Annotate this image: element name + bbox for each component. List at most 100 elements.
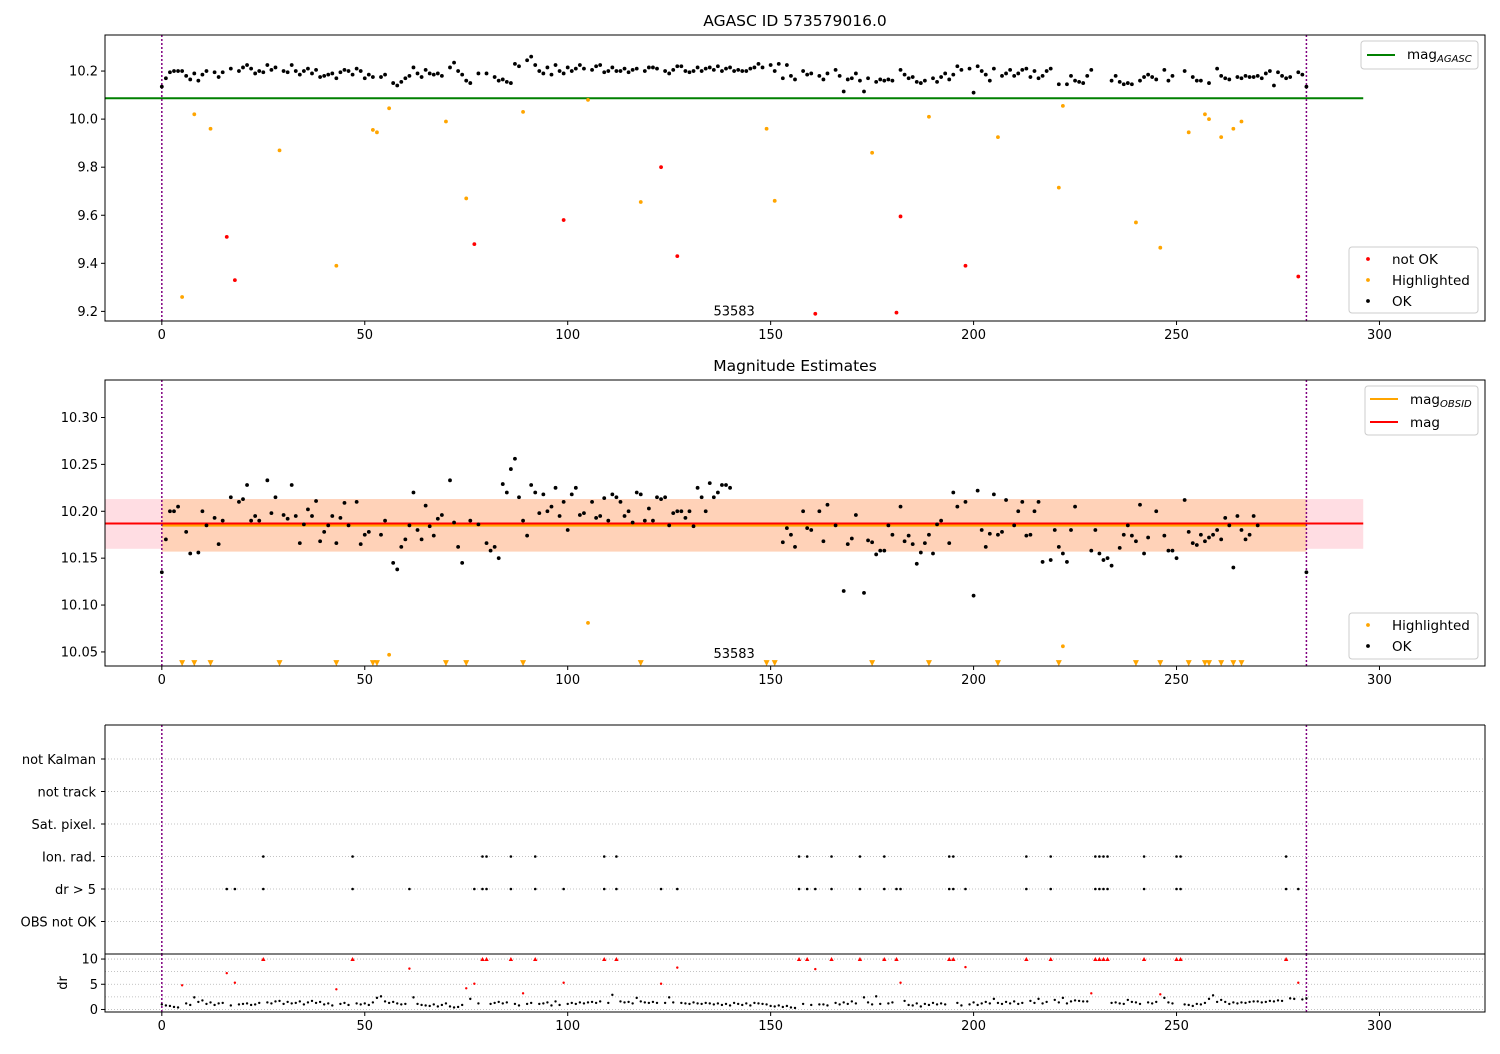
ok-point <box>216 542 221 546</box>
ok-point <box>833 523 838 528</box>
dr-ok-point <box>440 1003 444 1007</box>
dr-ok-point <box>517 1004 521 1007</box>
ok-point <box>1073 504 1077 509</box>
dr-ok-point <box>594 1001 598 1005</box>
ok-point <box>407 73 412 78</box>
ok-point <box>634 66 639 71</box>
ok-point <box>1077 79 1082 84</box>
ok-point <box>484 541 489 546</box>
ok-point <box>789 73 793 78</box>
dr-ok-point <box>838 1003 841 1006</box>
ok-point <box>720 69 724 73</box>
ok-point <box>513 61 517 66</box>
ok-point <box>784 526 789 531</box>
ok-point <box>772 69 777 73</box>
ok-point <box>545 509 550 514</box>
ok-point <box>395 567 400 572</box>
highlighted-point <box>764 126 769 131</box>
dr-ok-point <box>736 1002 740 1006</box>
flag-point <box>615 855 618 858</box>
flag-category-label: Sat. pixel. <box>32 818 96 833</box>
x-tick-label: 250 <box>1164 1019 1189 1034</box>
dr-ok-point <box>939 1002 943 1005</box>
dr-ok-point <box>249 1003 253 1007</box>
ok-point <box>180 69 185 73</box>
dr-ok-point <box>753 1001 756 1005</box>
clipped-point-marker <box>869 660 876 667</box>
dr-ok-point <box>663 1001 667 1005</box>
not-ok-point <box>561 218 566 222</box>
dr-ok-point <box>700 1002 703 1006</box>
dr-ok-point <box>716 1002 720 1005</box>
highlighted-point <box>638 200 643 204</box>
ok-point <box>715 490 720 495</box>
flag-point <box>261 855 265 858</box>
ok-point <box>513 456 517 461</box>
highlighted-point <box>870 150 875 155</box>
ok-point <box>1182 69 1187 73</box>
clipped-point-marker <box>1132 660 1139 667</box>
ok-point <box>1069 73 1073 78</box>
ok-point <box>508 81 513 85</box>
ok-point <box>793 77 797 82</box>
dr-ok-point <box>538 1002 541 1006</box>
ok-point <box>849 536 854 541</box>
dr-ok-point <box>359 1003 362 1006</box>
ok-point <box>809 528 814 532</box>
flag-point <box>1284 855 1288 858</box>
ok-point <box>537 511 542 516</box>
ok-point <box>878 77 883 82</box>
ok-point <box>991 492 996 497</box>
dr-ok-point <box>172 1005 176 1009</box>
not-ok-point <box>963 263 968 268</box>
dr-not-ok-point <box>1297 981 1300 984</box>
dr-not-ok-point <box>562 981 565 984</box>
dr-ok-point <box>278 999 281 1003</box>
x-tick-label: 150 <box>758 328 783 343</box>
ok-point <box>1129 533 1134 538</box>
flag-point <box>261 887 265 891</box>
flag-point <box>951 855 955 858</box>
clipped-point-marker <box>637 660 644 667</box>
dr-ok-point <box>355 1002 358 1005</box>
ok-point <box>687 70 692 75</box>
ok-point <box>983 545 988 549</box>
dr-ok-point <box>1122 1002 1125 1006</box>
chart-title-mid: Magnitude Estimates <box>713 357 877 375</box>
dr-ok-point <box>546 1001 549 1004</box>
ok-point <box>448 478 452 483</box>
ok-point <box>192 71 197 76</box>
ok-point <box>1032 69 1037 73</box>
flag-point <box>225 887 229 891</box>
legend-label: Highlighted <box>1392 273 1470 289</box>
ok-point <box>931 551 935 556</box>
x-tick-label: 250 <box>1164 328 1189 343</box>
flag-point <box>1175 887 1178 891</box>
dr-not-ok-point <box>473 982 476 985</box>
ok-point <box>1125 81 1130 85</box>
legend-box-lower <box>1348 612 1479 660</box>
ok-point <box>979 69 984 73</box>
dr-ok-point <box>221 1001 224 1005</box>
ok-point <box>663 69 668 73</box>
ok-point <box>220 518 225 523</box>
ok-point <box>801 69 806 73</box>
dr-ok-point <box>558 1003 561 1007</box>
ok-point <box>638 492 643 497</box>
ok-point <box>752 65 757 70</box>
ok-point <box>991 66 996 71</box>
ok-point <box>825 502 830 507</box>
dr-ok-point <box>741 1003 744 1007</box>
clipped-point-marker <box>1055 660 1062 667</box>
ok-point <box>200 72 205 77</box>
ok-point <box>391 81 396 85</box>
flag-point <box>882 855 886 858</box>
dr-ok-point <box>708 1002 711 1005</box>
ok-point <box>1089 548 1094 553</box>
dr-ok-point <box>1012 1000 1016 1003</box>
ok-point <box>496 78 501 83</box>
ok-point <box>695 485 700 490</box>
dr-ok-point <box>1053 998 1056 1002</box>
dr-ok-point <box>1191 1004 1194 1008</box>
ok-point <box>314 499 318 503</box>
